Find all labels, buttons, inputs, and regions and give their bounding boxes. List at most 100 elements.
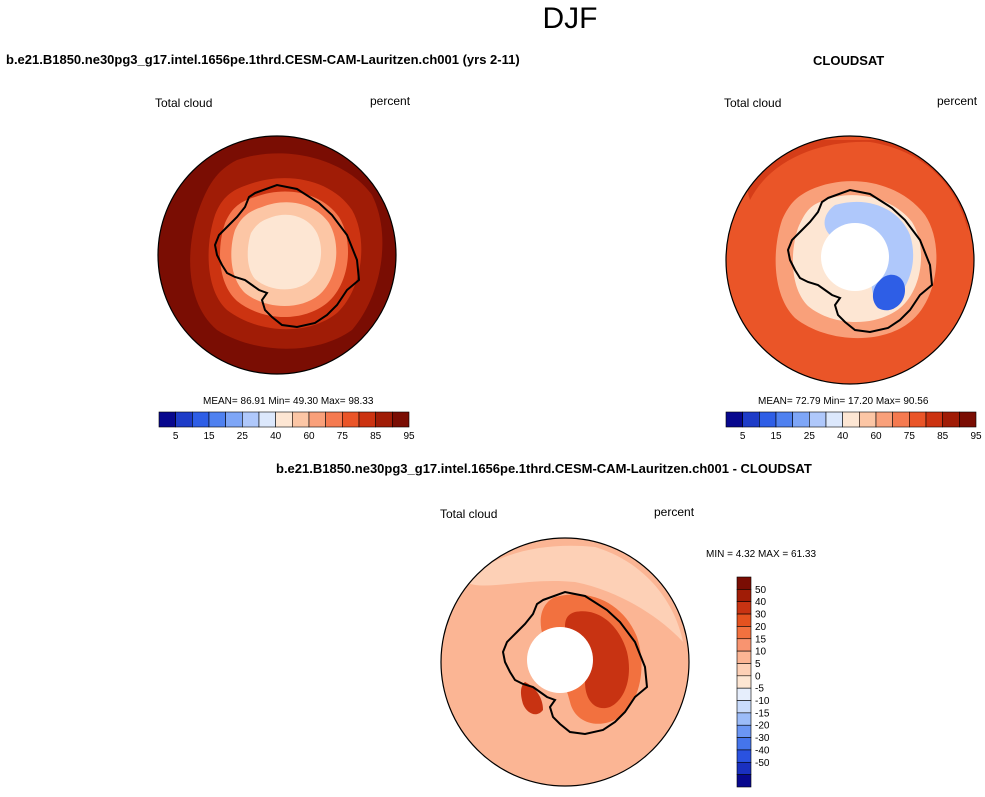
obs-colorbar-swatch [725, 411, 743, 428]
model-map [157, 135, 397, 375]
model-colorbar-swatch [358, 411, 376, 428]
model-units-label: percent [370, 94, 411, 108]
obs-colorbar-tick-label: 40 [837, 431, 849, 442]
diff-colorbar-swatch [736, 663, 752, 677]
diff-colorbar-tick-label: 50 [755, 585, 767, 596]
obs-colorbar-swatch [825, 411, 843, 428]
model-colorbar-tick-label: 5 [173, 431, 179, 442]
diff-colorbar-swatch [736, 650, 752, 664]
model-colorbar-tick-label: 95 [403, 431, 415, 442]
diff-colorbar-tick-label: 20 [755, 622, 767, 633]
diff-colorbar-swatch [736, 638, 752, 652]
diff-units-label: percent [654, 505, 695, 519]
diff-colorbar-swatch [736, 749, 752, 763]
obs-colorbar-swatch [742, 411, 760, 428]
obs-colorbar-swatch [909, 411, 927, 428]
diff-colorbar-swatch [736, 687, 752, 701]
obs-colorbar-tick-label: 75 [904, 431, 916, 442]
obs-colorbar-swatch [842, 411, 860, 428]
diff-colorbar-tick-label: -50 [755, 758, 770, 769]
model-colorbar-swatch [158, 411, 176, 428]
diff-colorbar-tick-label: 10 [755, 647, 767, 658]
diff-colorbar-swatch [736, 626, 752, 640]
diff-colorbar-tick-label: 15 [755, 634, 767, 645]
model-colorbar-swatch [258, 411, 276, 428]
obs-map [725, 135, 975, 385]
diff-field-light [465, 545, 683, 642]
obs-colorbar-tick-label: 95 [970, 431, 982, 442]
diff-variable-label: Total cloud [440, 507, 498, 521]
model-colorbar-swatch [175, 411, 193, 428]
diff-colorbar-tick-label: -30 [755, 733, 770, 744]
diff-colorbar-swatch [736, 724, 752, 738]
obs-variable-label: Total cloud [724, 96, 782, 110]
obs-colorbar-tick-label: 25 [804, 431, 816, 442]
model-colorbar-tick-label: 85 [370, 431, 382, 442]
model-field-core [247, 214, 322, 290]
model-colorbar-swatch [225, 411, 243, 428]
model-colorbar: 5 15 25 40 60 75 85 95 [158, 411, 415, 442]
obs-colorbar-tick-label: 15 [770, 431, 782, 442]
diff-colorbar-tick-label: 0 [755, 671, 761, 682]
model-colorbar-swatch [242, 411, 260, 428]
model-colorbar-tick-label: 25 [237, 431, 249, 442]
model-colorbar-swatch [375, 411, 393, 428]
obs-colorbar-swatch [959, 411, 977, 428]
model-stats: MEAN= 86.91 Min= 49.30 Max= 98.33 [203, 396, 374, 407]
diff-map [440, 537, 690, 787]
obs-colorbar-swatch [892, 411, 910, 428]
model-colorbar-swatch [292, 411, 310, 428]
obs-colorbar-tick-label: 5 [740, 431, 746, 442]
obs-caption: CLOUDSAT [813, 53, 885, 68]
diff-colorbar-swatch [736, 712, 752, 726]
obs-colorbar-tick-label: 60 [870, 431, 882, 442]
diff-colorbar-swatch [736, 613, 752, 627]
model-colorbar-swatch [208, 411, 226, 428]
obs-colorbar-swatch [942, 411, 960, 428]
diff-colorbar-swatch [736, 774, 752, 788]
model-map-border [157, 135, 397, 375]
model-colorbar-swatch [275, 411, 293, 428]
obs-map-border [725, 135, 975, 385]
diff-colorbar-swatch [736, 576, 752, 590]
diff-colorbar-swatch [736, 761, 752, 775]
model-colorbar-swatch [308, 411, 326, 428]
diff-no-data-hole [527, 627, 593, 693]
diff-colorbar-tick-label: -10 [755, 696, 770, 707]
diff-caption: b.e21.B1850.ne30pg3_g17.intel.1656pe.1th… [276, 461, 812, 476]
obs-colorbar-swatch [925, 411, 943, 428]
diff-colorbar-tick-label: 5 [755, 659, 761, 670]
diff-colorbar-tick-label: -5 [755, 684, 764, 695]
obs-colorbar-tick-label: 85 [937, 431, 949, 442]
obs-stats: MEAN= 72.79 Min= 17.20 Max= 90.56 [758, 396, 929, 407]
diff-map-border [440, 537, 690, 787]
diff-colorbar-swatch [736, 700, 752, 714]
diff-colorbar-tick-label: 30 [755, 610, 767, 621]
diff-colorbar-tick-label: 40 [755, 597, 767, 608]
diff-coastline [501, 590, 649, 736]
obs-colorbar-swatch [759, 411, 777, 428]
model-colorbar-tick-label: 40 [270, 431, 282, 442]
obs-coastline [786, 188, 934, 334]
obs-colorbar-swatch [809, 411, 827, 428]
diff-colorbar-swatch [736, 737, 752, 751]
diff-stats: MIN = 4.32 MAX = 61.33 [706, 549, 817, 560]
obs-field-min [872, 274, 905, 311]
obs-no-data-hole [821, 223, 889, 291]
diff-colorbar-tick-label: -20 [755, 721, 770, 732]
diff-colorbar-swatch [736, 589, 752, 603]
model-variable-label: Total cloud [155, 96, 213, 110]
diff-field-peninsula [520, 682, 543, 715]
diff-colorbar-swatch [736, 675, 752, 689]
model-colorbar-tick-label: 75 [337, 431, 349, 442]
obs-colorbar-swatch [875, 411, 893, 428]
obs-colorbar-swatch [792, 411, 810, 428]
diff-colorbar-swatch [736, 601, 752, 615]
model-colorbar-swatch [342, 411, 360, 428]
model-caption: b.e21.B1850.ne30pg3_g17.intel.1656pe.1th… [6, 52, 520, 67]
model-colorbar-swatch [192, 411, 210, 428]
diff-colorbar-tick-label: -40 [755, 745, 770, 756]
model-colorbar-swatch [392, 411, 410, 428]
main-title: DJF [542, 2, 598, 35]
